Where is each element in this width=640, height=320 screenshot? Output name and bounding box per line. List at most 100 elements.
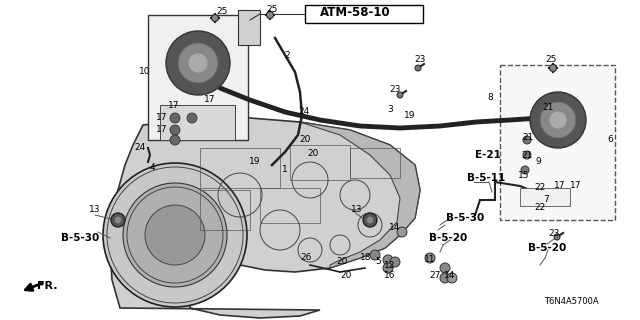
Circle shape: [397, 92, 403, 98]
Circle shape: [383, 263, 393, 273]
Text: B-5-20: B-5-20: [429, 233, 467, 243]
Circle shape: [521, 166, 529, 174]
Text: 2: 2: [284, 51, 290, 60]
Text: 27: 27: [429, 270, 441, 279]
Bar: [238, 10, 260, 45]
Text: 19: 19: [404, 110, 416, 119]
Text: 13: 13: [351, 205, 363, 214]
Text: 22: 22: [534, 183, 546, 193]
Circle shape: [188, 53, 208, 73]
Text: B-5-11: B-5-11: [467, 173, 505, 183]
Text: 23: 23: [389, 85, 401, 94]
Text: 24: 24: [134, 143, 146, 153]
Text: 9: 9: [535, 157, 541, 166]
Circle shape: [447, 273, 457, 283]
Circle shape: [187, 113, 197, 123]
FancyBboxPatch shape: [500, 65, 615, 220]
Text: 19: 19: [249, 157, 260, 166]
Text: 16: 16: [384, 270, 396, 279]
Bar: [260, 188, 320, 223]
Text: 8: 8: [487, 93, 493, 102]
Text: 20: 20: [300, 135, 310, 145]
Circle shape: [370, 250, 380, 260]
Text: 17: 17: [156, 114, 168, 123]
Text: ATM-58-10: ATM-58-10: [320, 5, 390, 19]
Polygon shape: [110, 118, 420, 318]
Bar: [290, 145, 350, 180]
Text: 25: 25: [216, 7, 228, 17]
Circle shape: [115, 217, 121, 223]
Circle shape: [211, 14, 218, 21]
Text: 23: 23: [414, 55, 426, 65]
Text: 25: 25: [266, 5, 278, 14]
Text: B-5-30: B-5-30: [446, 213, 484, 223]
Circle shape: [383, 255, 393, 265]
Bar: [200, 148, 280, 188]
Bar: [160, 105, 235, 140]
Text: 21: 21: [542, 103, 554, 113]
Text: 7: 7: [543, 196, 549, 204]
Text: B-5-20: B-5-20: [528, 243, 566, 253]
Text: 5: 5: [375, 258, 381, 267]
Circle shape: [425, 253, 435, 263]
Text: T6N4A5700A: T6N4A5700A: [544, 298, 598, 307]
Text: 21: 21: [522, 150, 532, 159]
Circle shape: [266, 12, 273, 19]
Circle shape: [367, 217, 373, 223]
Circle shape: [166, 31, 230, 95]
Text: 1: 1: [282, 165, 288, 174]
Bar: [305, 5, 423, 23]
Text: 17: 17: [204, 95, 216, 105]
Circle shape: [554, 234, 560, 240]
Text: 6: 6: [607, 135, 613, 145]
FancyBboxPatch shape: [148, 15, 248, 140]
Polygon shape: [300, 122, 420, 268]
Text: 22: 22: [534, 204, 546, 212]
Text: 10: 10: [140, 68, 151, 76]
Circle shape: [111, 213, 125, 227]
Circle shape: [549, 111, 567, 129]
Text: 14: 14: [389, 223, 401, 233]
Bar: [520, 188, 570, 206]
Circle shape: [397, 227, 407, 237]
Circle shape: [440, 263, 450, 273]
Circle shape: [540, 102, 576, 138]
Circle shape: [415, 65, 421, 71]
Text: 17: 17: [554, 180, 566, 189]
Circle shape: [550, 65, 557, 71]
Text: 17: 17: [156, 125, 168, 134]
Text: 15: 15: [518, 172, 530, 180]
Text: 3: 3: [387, 106, 393, 115]
Text: 20: 20: [307, 148, 319, 157]
Circle shape: [363, 213, 377, 227]
Circle shape: [390, 257, 400, 267]
Text: 17: 17: [570, 180, 582, 189]
Circle shape: [178, 43, 218, 83]
Bar: [200, 190, 250, 230]
Text: 12: 12: [384, 260, 396, 269]
Text: 11: 11: [424, 255, 436, 265]
Circle shape: [145, 205, 205, 265]
Text: 25: 25: [545, 55, 557, 65]
Circle shape: [123, 183, 227, 287]
Circle shape: [170, 125, 180, 135]
Circle shape: [523, 151, 531, 159]
Text: 13: 13: [89, 205, 100, 214]
Circle shape: [170, 113, 180, 123]
Circle shape: [523, 136, 531, 144]
Text: FR.: FR.: [36, 281, 57, 291]
Text: 20: 20: [336, 258, 348, 267]
Text: 21: 21: [522, 133, 534, 142]
Circle shape: [440, 273, 450, 283]
Circle shape: [103, 163, 247, 307]
Circle shape: [170, 135, 180, 145]
Text: 18: 18: [360, 253, 372, 262]
Text: 17: 17: [168, 100, 180, 109]
Bar: [350, 148, 400, 178]
Text: 26: 26: [300, 253, 312, 262]
Text: 23: 23: [548, 229, 560, 238]
Text: B-5-30: B-5-30: [61, 233, 99, 243]
Text: 4: 4: [149, 164, 155, 172]
Text: 24: 24: [298, 108, 310, 116]
Circle shape: [530, 92, 586, 148]
